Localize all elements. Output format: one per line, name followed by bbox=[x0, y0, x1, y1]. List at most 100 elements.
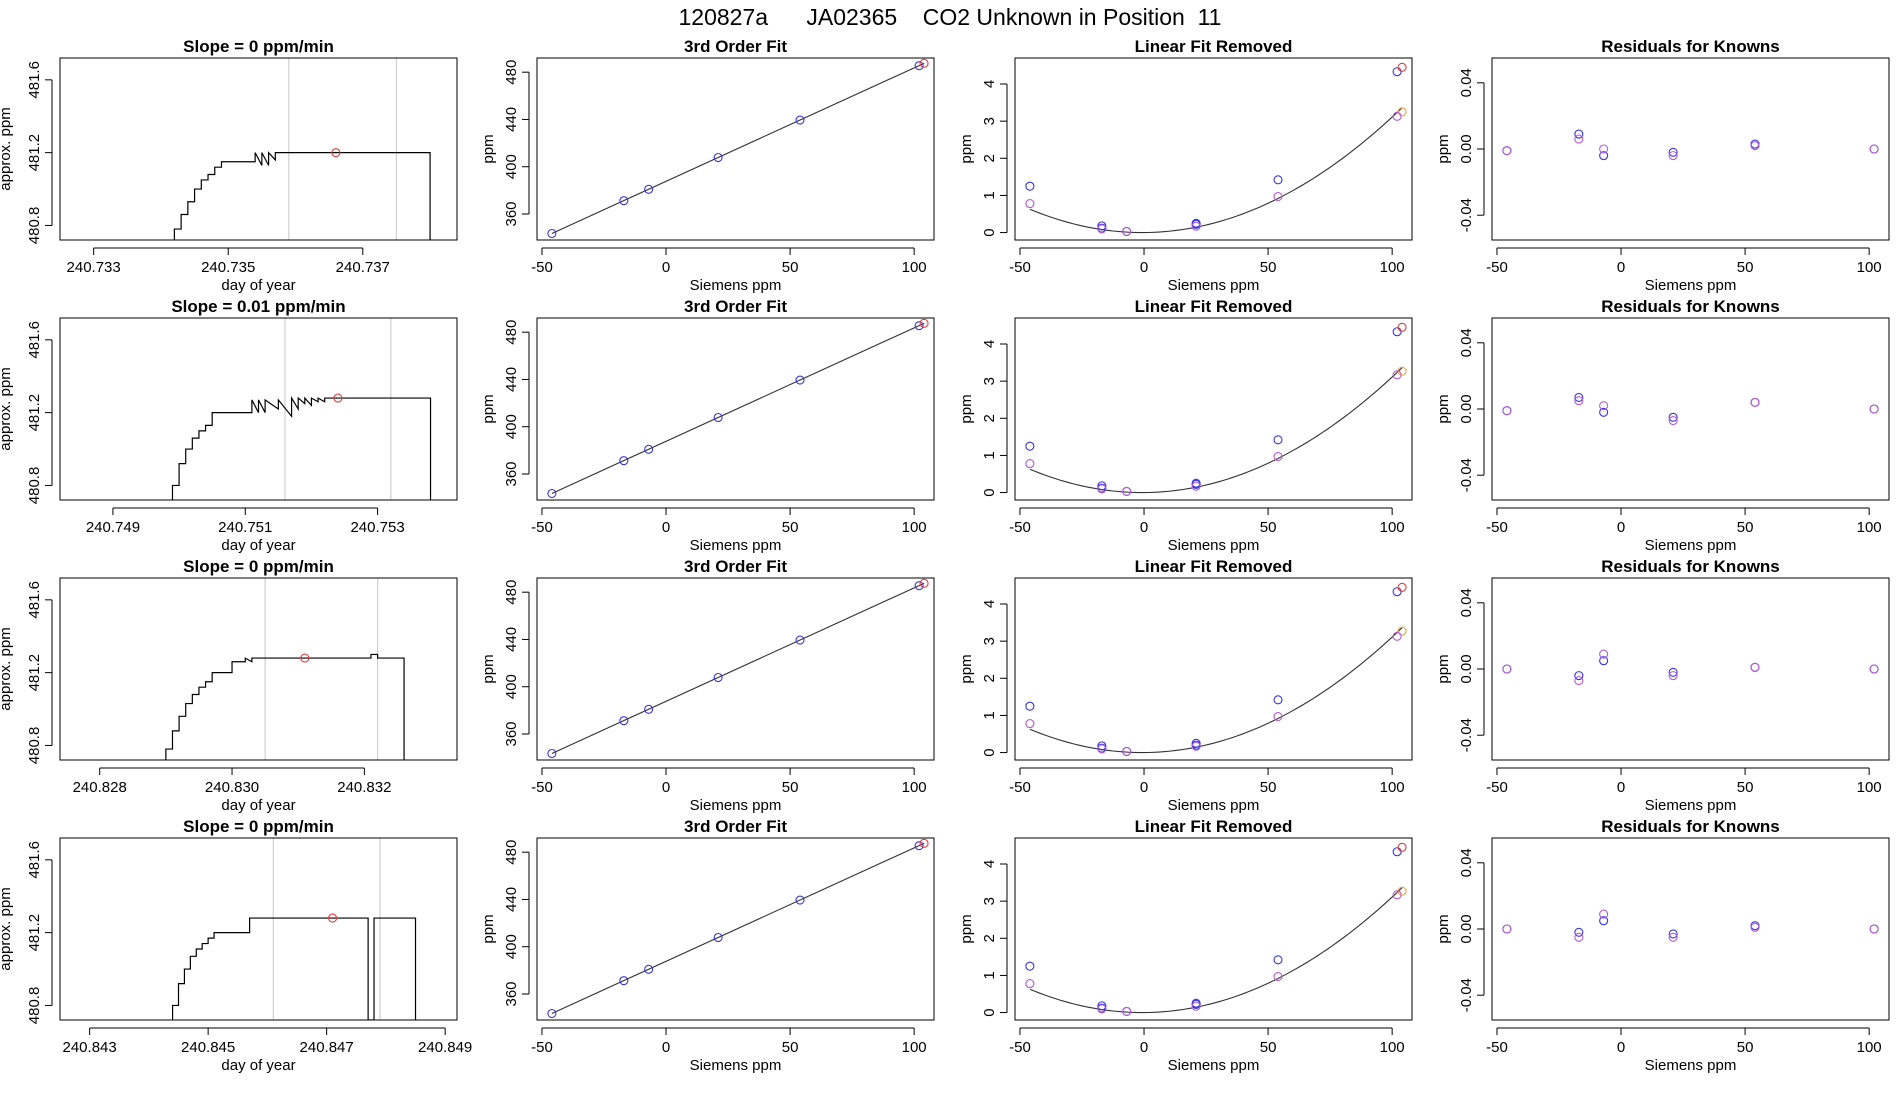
data-point-knowns bbox=[1273, 175, 1283, 185]
y-axis-label: ppm bbox=[958, 134, 975, 163]
plot-frame bbox=[536, 577, 935, 761]
data-point-knowns bbox=[1097, 741, 1107, 751]
plot-frame bbox=[536, 837, 935, 1021]
plot-frame bbox=[1014, 837, 1413, 1021]
data-point-blue bbox=[1668, 667, 1678, 677]
data-point-blue bbox=[1574, 129, 1584, 139]
data-point-red bbox=[1397, 322, 1407, 332]
chart-title: Slope = 0 ppm/min bbox=[183, 37, 334, 56]
y-tick-label: 481.2 bbox=[26, 914, 43, 952]
y-tick-label: 0.04 bbox=[1458, 588, 1475, 617]
chart-title: Residuals for Knowns bbox=[1601, 557, 1780, 576]
page-title: 120827a JA02365 CO2 Unknown in Position … bbox=[678, 4, 1222, 30]
data-point-knowns bbox=[1025, 441, 1035, 451]
x-axis-label: day of year bbox=[221, 1057, 295, 1074]
series-line bbox=[171, 395, 432, 500]
chart-title: Linear Fit Removed bbox=[1135, 37, 1293, 56]
data-point-knowns bbox=[644, 704, 654, 714]
plot-area bbox=[171, 838, 417, 1020]
data-point-alt bbox=[1392, 631, 1402, 641]
x-tick-label: 0 bbox=[1617, 779, 1625, 796]
x-tick-label: 0 bbox=[1617, 519, 1625, 536]
plot-area bbox=[1502, 909, 1879, 942]
data-point-red bbox=[1397, 842, 1407, 852]
y-axis-label: ppm bbox=[1435, 134, 1452, 163]
data-point-red bbox=[1397, 62, 1407, 72]
data-point-knowns bbox=[713, 152, 723, 163]
chart-title: Residuals for Knowns bbox=[1601, 817, 1780, 836]
data-point-alt bbox=[1122, 486, 1132, 497]
data-point-knowns bbox=[1273, 695, 1283, 705]
panel-r3-c4: Residuals for Knowns -50 0 50 100 Siemens ppm… bbox=[1435, 557, 1890, 814]
y-tick-label: 1 bbox=[981, 191, 998, 199]
x-tick-label: 0 bbox=[1140, 259, 1148, 276]
data-point-red bbox=[1397, 582, 1407, 592]
y-tick-label: -0.04 bbox=[1458, 978, 1475, 1012]
x-tick-label: 100 bbox=[902, 259, 927, 276]
y-tick-label: 0 bbox=[981, 1008, 998, 1016]
y-tick-label: 3 bbox=[981, 637, 998, 645]
y-tick-label: 440 bbox=[503, 367, 520, 392]
plot-area bbox=[547, 838, 929, 1019]
chart-title: 3rd Order Fit bbox=[684, 557, 787, 576]
data-point-knowns bbox=[1025, 701, 1035, 711]
data-point-blue bbox=[1574, 927, 1584, 937]
chart-title: 3rd Order Fit bbox=[684, 817, 787, 836]
panel-r1-c2: 3rd Order Fit -50 0 50 100 Siemens ppm 360 400 4… bbox=[480, 37, 935, 294]
fit-line bbox=[551, 62, 925, 235]
y-tick-label: 4 bbox=[981, 860, 998, 868]
y-tick-label: 360 bbox=[503, 721, 520, 746]
y-tick-label: 480.8 bbox=[26, 727, 43, 765]
x-tick-label: -50 bbox=[1009, 1039, 1031, 1056]
plot-area bbox=[165, 578, 405, 760]
x-axis-label: Siemens ppm bbox=[690, 277, 782, 294]
y-axis-label: ppm bbox=[958, 654, 975, 683]
y-tick-label: 480 bbox=[503, 60, 520, 85]
y-tick-label: 480.8 bbox=[26, 987, 43, 1025]
x-tick-label: 50 bbox=[782, 259, 799, 276]
data-point-violet bbox=[1869, 404, 1879, 414]
y-tick-label: 0 bbox=[981, 488, 998, 496]
x-tick-label: -50 bbox=[1486, 519, 1508, 536]
x-axis-label: Siemens ppm bbox=[690, 797, 782, 814]
data-point-marker bbox=[333, 393, 343, 403]
panel-r1-c1: Slope = 0 ppm/min 240.733 240.735 240.737 da… bbox=[0, 37, 458, 294]
y-tick-label: 0.00 bbox=[1458, 654, 1475, 683]
data-point-knowns bbox=[914, 841, 924, 851]
data-point-knowns bbox=[713, 932, 723, 943]
plot-area bbox=[1502, 392, 1879, 426]
data-point-violet bbox=[1599, 144, 1609, 154]
x-tick-label: 240.737 bbox=[336, 259, 390, 276]
data-point-violet bbox=[1668, 416, 1678, 426]
chart-title: Slope = 0 ppm/min bbox=[183, 557, 334, 576]
plot-area bbox=[1025, 62, 1407, 237]
plot-frame bbox=[536, 57, 935, 241]
y-axis-label: ppm bbox=[1435, 914, 1452, 943]
panel-r3-c2: 3rd Order Fit -50 0 50 100 Siemens ppm 360 400 4… bbox=[480, 557, 935, 814]
plot-area bbox=[547, 578, 929, 759]
fit-curve bbox=[1029, 107, 1403, 234]
data-point-violet bbox=[1750, 662, 1760, 672]
data-point-knowns bbox=[547, 488, 557, 499]
y-axis-label: ppm bbox=[480, 134, 497, 163]
data-point-knowns bbox=[795, 635, 805, 645]
panel-r4-c4: Residuals for Knowns -50 0 50 100 Siemens ppm… bbox=[1435, 817, 1890, 1074]
data-point-knowns bbox=[713, 672, 723, 683]
data-point-blue bbox=[1599, 916, 1609, 926]
data-point-knowns bbox=[1097, 1001, 1107, 1011]
x-tick-label: 240.753 bbox=[350, 519, 404, 536]
data-point-knowns bbox=[795, 375, 805, 385]
y-tick-label: 2 bbox=[981, 154, 998, 162]
y-axis-label: ppm bbox=[480, 914, 497, 943]
x-axis-label: Siemens ppm bbox=[1645, 537, 1737, 554]
data-point-alt bbox=[1191, 481, 1201, 491]
series-line bbox=[171, 917, 417, 1020]
data-point-alt bbox=[1191, 221, 1201, 231]
x-axis-label: day of year bbox=[221, 537, 295, 554]
plot-area bbox=[1502, 649, 1879, 686]
data-point-alt bbox=[1273, 971, 1283, 982]
data-point-blue bbox=[1668, 147, 1678, 157]
panel-r1-c4: Residuals for Knowns -50 0 50 100 Siemens ppm… bbox=[1435, 37, 1890, 294]
x-tick-label: 240.828 bbox=[73, 779, 127, 796]
x-tick-label: 100 bbox=[1380, 519, 1405, 536]
